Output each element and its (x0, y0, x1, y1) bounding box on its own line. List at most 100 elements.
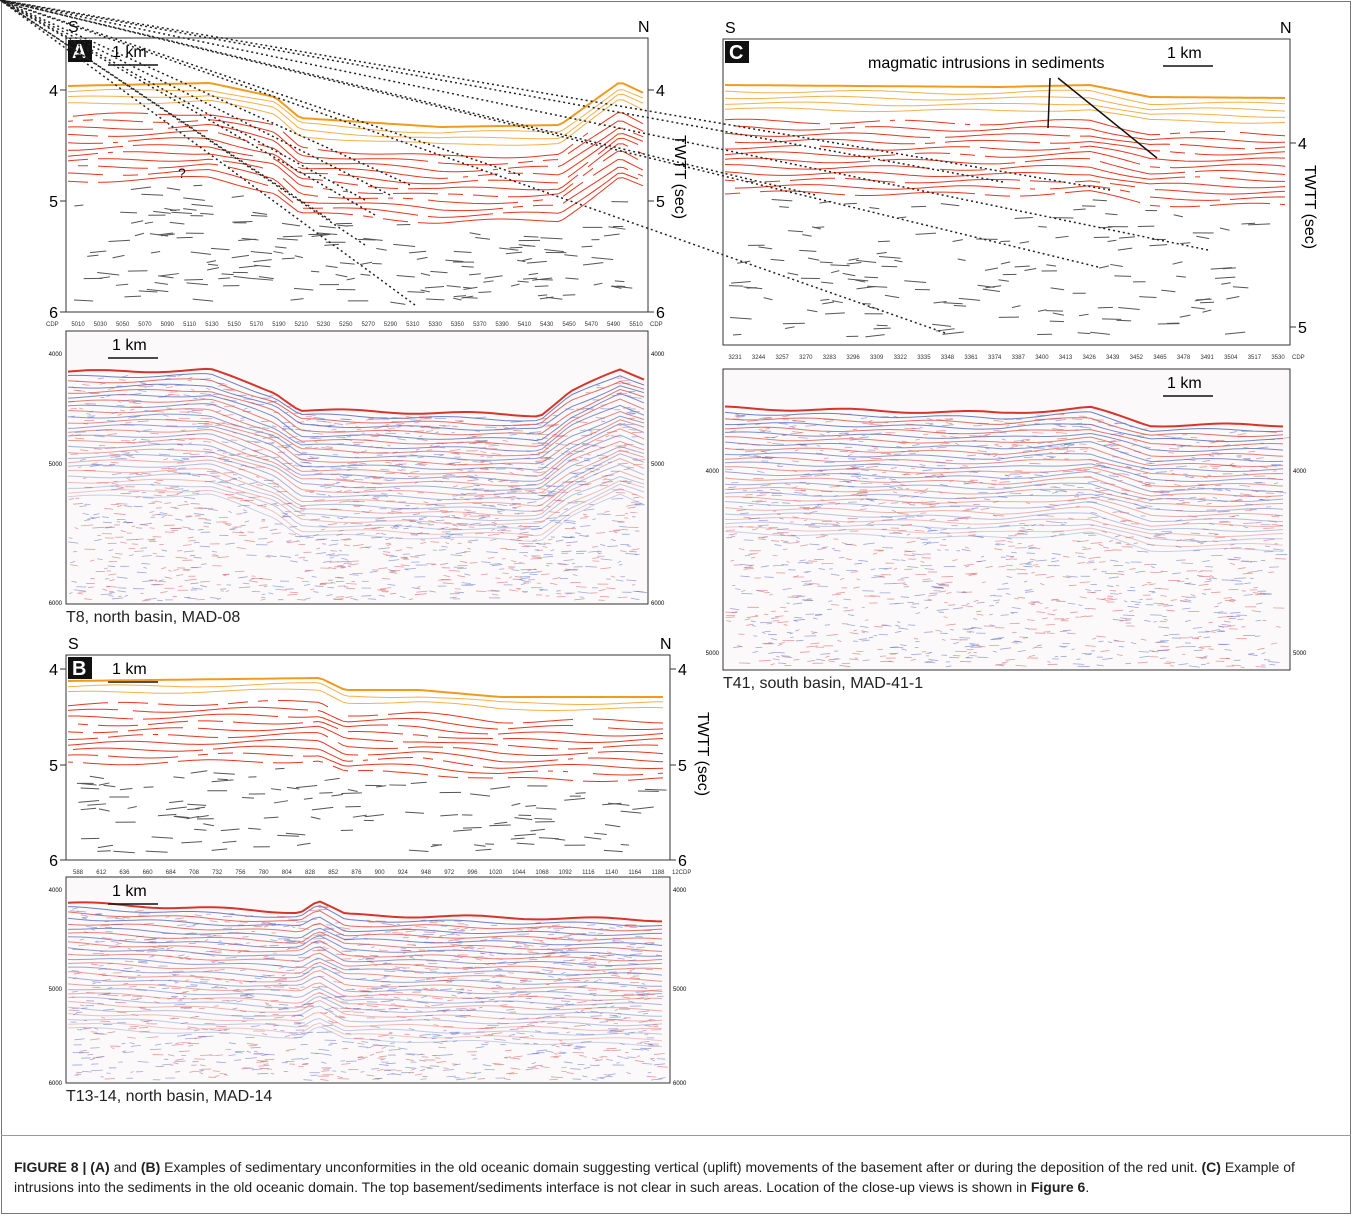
basement-reflector (821, 282, 833, 283)
axis-tick-label: 5 (1298, 320, 1307, 337)
seismic-noise (999, 432, 1006, 433)
side-label: N (638, 19, 650, 36)
basement-reflector (109, 240, 130, 241)
basement-reflector (87, 804, 106, 805)
basement-reflector (360, 262, 372, 264)
basement-reflector (221, 829, 240, 831)
basement-reflector (483, 281, 493, 282)
seismic-noise (969, 532, 977, 533)
basement-reflector (253, 260, 271, 262)
basement-reflector (120, 788, 133, 789)
seismic-noise (443, 1068, 448, 1069)
basement-reflector (517, 843, 535, 844)
basement-reflector (183, 198, 205, 200)
basement-reflector (958, 259, 966, 261)
basement-reflector (538, 295, 547, 296)
basement-reflector (814, 227, 824, 228)
seismic-noise (147, 540, 155, 541)
basement-reflector (97, 851, 110, 852)
seismic-noise (300, 506, 306, 507)
seismic-noise (436, 432, 439, 433)
cdp-label: 3465 (1153, 355, 1167, 361)
basement-reflector (1108, 240, 1117, 241)
basement-reflector (584, 837, 601, 839)
seismic-noise (758, 539, 766, 540)
basement-reflector (440, 815, 458, 816)
basement-reflector (167, 188, 180, 190)
basement-reflector (1118, 308, 1139, 310)
seismic-noise (446, 516, 450, 517)
seismic-noise (793, 421, 805, 422)
basement-reflector (511, 284, 519, 286)
seismic-noise (1044, 632, 1051, 633)
orange-horizon (68, 678, 663, 697)
basement-reflector (453, 830, 472, 831)
basement-reflector (484, 276, 502, 278)
cdp-label: 5230 (317, 322, 331, 328)
cdp-label: 804 (282, 870, 293, 876)
basement-reflector (1055, 236, 1068, 238)
cdp-label: 5510 (629, 322, 643, 328)
basement-reflector (478, 292, 491, 293)
basement-reflector (517, 281, 528, 282)
seismic-noise (614, 1019, 623, 1020)
red-horizon (68, 733, 663, 756)
cdp-label: 5450 (562, 322, 576, 328)
cdp-label: 828 (305, 870, 316, 876)
cdp-label: 5010 (71, 322, 85, 328)
basement-reflector (820, 299, 829, 300)
cdp-label: 5410 (518, 322, 532, 328)
basement-reflector (312, 807, 333, 809)
basement-reflector (904, 281, 926, 283)
seismic-tick-label: 5000 (49, 462, 63, 468)
seismic-noise (475, 431, 480, 432)
seismic-noise (236, 498, 243, 499)
fault (0, 0, 520, 175)
seismic-noise (128, 1028, 136, 1029)
basement-reflector (90, 776, 104, 778)
seismic-noise (220, 589, 226, 590)
basement-reflector (983, 289, 1000, 291)
basement-reflector (193, 185, 202, 186)
basement-reflector (297, 843, 310, 845)
basement-reflector (144, 787, 154, 788)
basement-reflector (252, 278, 273, 280)
side-label: N (660, 636, 672, 653)
seismic-noise (924, 632, 933, 633)
cdp-label: 1116 (582, 870, 595, 876)
red-horizon (68, 714, 663, 736)
orange-horizon (725, 108, 1285, 123)
basement-reflector (336, 275, 348, 277)
orange-horizon (725, 85, 1285, 98)
basement-reflector (212, 849, 228, 850)
seismic-noise (600, 596, 609, 597)
seismic-noise (370, 476, 377, 477)
panel-caption: T13-14, north basin, MAD-14 (66, 1088, 272, 1105)
basement-reflector (239, 266, 258, 268)
basement-reflector (469, 274, 481, 275)
cdp-label: 3270 (799, 355, 813, 361)
basement-reflector (877, 252, 887, 253)
seismic-tick-label: 5000 (651, 462, 665, 468)
cdp-label: 732 (212, 870, 223, 876)
basement-reflector (294, 288, 313, 290)
basement-reflector (576, 793, 586, 794)
basement-reflector (325, 778, 340, 780)
basement-reflector (211, 248, 229, 249)
basement-reflector (1174, 215, 1183, 217)
basement-reflector (311, 817, 321, 819)
basement-reflector (604, 850, 623, 851)
seismic-noise (472, 489, 484, 490)
basement-reflector (1053, 313, 1064, 315)
seismic-noise (265, 1024, 276, 1025)
basement-reflector (524, 236, 539, 237)
basement-reflector (1015, 266, 1030, 267)
basement-reflector (788, 231, 803, 232)
seismic-noise (407, 548, 413, 549)
basement-reflector (1079, 314, 1089, 316)
basement-reflector (1090, 332, 1110, 334)
basement-reflector (194, 829, 206, 830)
cdp-label: 3244 (752, 355, 766, 361)
basement-reflector (632, 807, 653, 809)
basement-reflector (203, 824, 214, 826)
